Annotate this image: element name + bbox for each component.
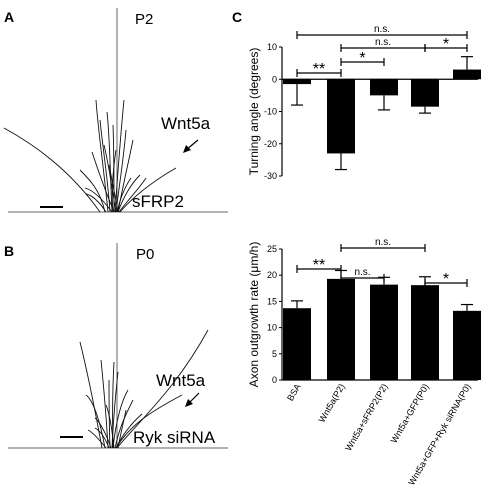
panel-b: B P0 Wnt5a Ryk siRNA [4,243,228,449]
bar [453,69,481,80]
significance-label: * [443,36,449,53]
significance-label: n.s. [374,24,390,35]
panel-a-axon-traces [3,99,177,213]
y-tick-label: 10 [267,323,277,333]
panel-b-ligand-label: Wnt5a [156,371,206,390]
panel-a-arrow [183,139,199,153]
significance-label: * [359,50,365,67]
significance-label: ** [313,61,325,78]
y-tick-label: 20 [267,270,277,280]
panel-a-condition: P2 [135,11,153,28]
bar [411,79,439,107]
panel-b-arrow [185,392,200,407]
bar [370,284,398,380]
bar [327,278,355,380]
panel-c-letter: C [232,9,242,25]
panel-b-axon-traces [79,329,209,449]
y-tick-label: 15 [267,296,277,306]
y-tick-label: 5 [272,349,277,359]
panel-a-letter: A [4,9,14,25]
significance-label: n.s. [375,237,391,248]
y-axis-title: Turning angle (degrees) [247,48,261,176]
y-tick-label: -10 [264,107,277,117]
panel-b-condition: P0 [136,246,154,263]
x-category-label: BSA [285,382,303,403]
outgrowth-rate-chart: 0 5 10 15 20 25 Axon outgrowth rate (μm/h) n.s.… [247,237,481,487]
y-axis-title: Axon outgrowth rate (μm/h) [247,242,261,388]
panel-a: A P2 Wnt5a [3,8,228,213]
bar [370,79,398,96]
panel-a-ligand-label: Wnt5a [161,114,211,133]
bar [283,308,311,380]
y-tick-label: 10 [267,42,277,52]
significance-label: n.s. [354,267,370,278]
panel-b-letter: B [4,243,14,259]
bar [327,79,355,154]
x-category-label: Wnt5a(P2) [317,382,347,424]
x-category-label: Wnt5a+GFP(P0) [389,382,431,445]
bar [283,79,311,85]
panel-a-treatment-label: sFRP2 [132,192,184,211]
significance-label: * [443,271,449,288]
panel-b-treatment-label: Ryk siRNA [133,428,216,447]
y-tick-label: 0 [272,74,277,84]
significance-label: ** [313,257,325,274]
significance-label: n.s. [375,37,391,48]
bar [411,285,439,380]
y-tick-label: -30 [264,171,277,181]
y-tick-label: 25 [267,244,277,254]
x-category-label: Wnt5a+sFRP2(P2) [343,382,390,453]
y-tick-label: 0 [272,375,277,385]
y-tick-label: -20 [264,139,277,149]
bar [453,310,481,380]
